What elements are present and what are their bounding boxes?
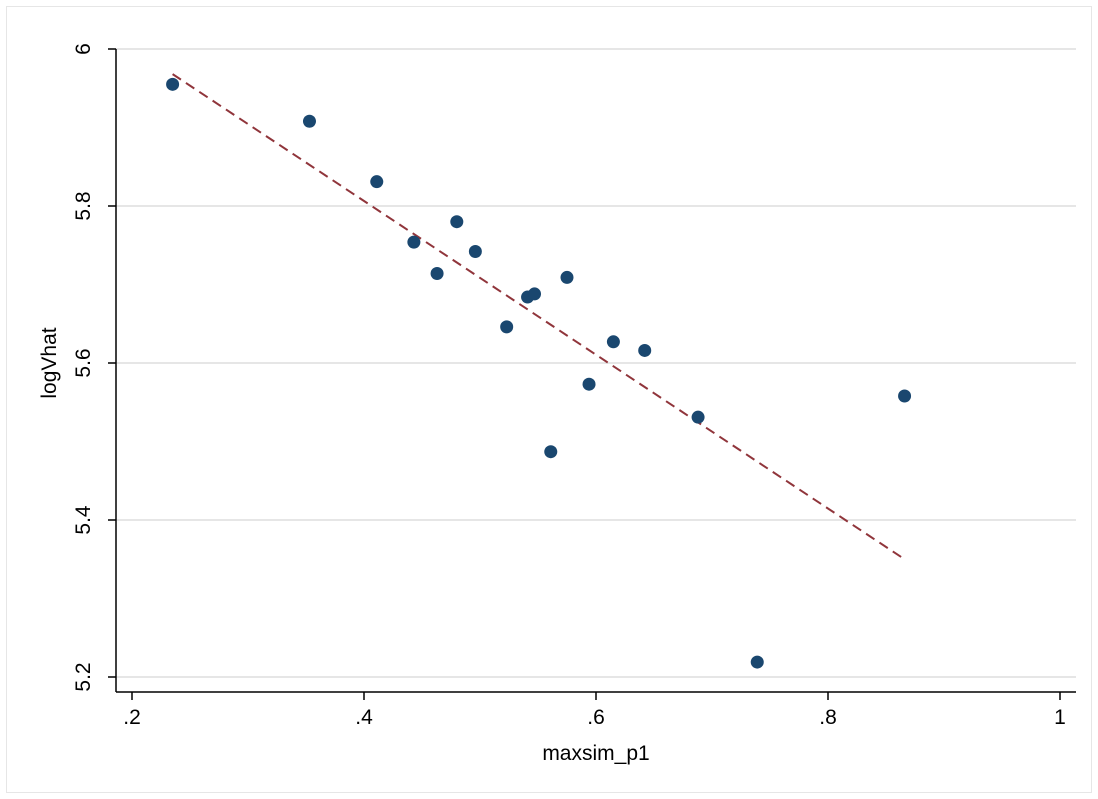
points-layer xyxy=(166,77,912,669)
data-point-9 xyxy=(528,287,542,301)
y-tick-label-0: 5.2 xyxy=(72,662,95,691)
data-point-16 xyxy=(750,655,764,669)
data-point-14 xyxy=(638,343,652,357)
data-point-2 xyxy=(370,175,384,189)
data-point-6 xyxy=(468,245,482,259)
data-point-5 xyxy=(450,215,464,229)
x-tick-label-4: 1 xyxy=(1054,706,1066,729)
y-axis-title: logVhat xyxy=(38,327,61,398)
data-point-1 xyxy=(302,114,316,128)
x-tick-label-0: .2 xyxy=(123,706,141,729)
y-tick-label-2: 5.6 xyxy=(72,348,95,377)
gridlines xyxy=(116,48,1076,678)
fit-line xyxy=(172,73,906,561)
data-point-17 xyxy=(898,389,912,403)
data-point-7 xyxy=(500,320,514,334)
x-tick-label-1: .4 xyxy=(355,706,373,729)
data-point-0 xyxy=(166,77,180,91)
data-point-3 xyxy=(407,235,421,249)
data-point-10 xyxy=(544,445,558,459)
data-point-15 xyxy=(691,410,705,424)
data-point-13 xyxy=(606,335,620,349)
y-tick-label-3: 5.8 xyxy=(72,191,95,220)
fit-line-layer xyxy=(172,73,906,561)
x-tick-label-3: .8 xyxy=(819,706,837,729)
y-tick-label-4: 6 xyxy=(72,43,95,55)
data-point-12 xyxy=(582,377,596,391)
x-tick-label-2: .6 xyxy=(587,706,605,729)
data-point-11 xyxy=(560,270,574,284)
y-tick-label-1: 5.4 xyxy=(72,505,95,535)
data-point-4 xyxy=(430,267,444,281)
chart-frame xyxy=(6,6,1092,793)
x-axis-title: maxsim_p1 xyxy=(542,742,649,765)
axes: .2 .4 .6 .8 1 5.2 5.4 5.6 5.8 6 xyxy=(72,43,1076,729)
